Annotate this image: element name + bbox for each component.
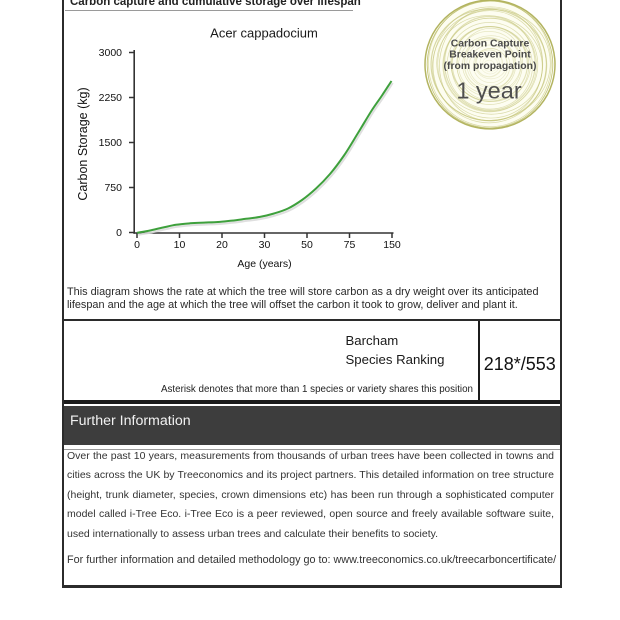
svg-text:0: 0 (116, 227, 122, 239)
svg-text:2250: 2250 (99, 92, 123, 104)
svg-text:10: 10 (174, 239, 186, 251)
svg-text:30: 30 (259, 239, 271, 251)
svg-text:Acer cappadocium: Acer cappadocium (210, 26, 318, 41)
svg-text:0: 0 (134, 239, 140, 251)
svg-text:(from propagation): (from propagation) (444, 61, 537, 72)
svg-text:20: 20 (216, 239, 228, 251)
svg-text:750: 750 (104, 182, 122, 194)
svg-text:Carbon Storage (kg): Carbon Storage (kg) (76, 87, 90, 200)
svg-text:3000: 3000 (99, 47, 123, 59)
svg-text:1 year: 1 year (456, 78, 521, 104)
svg-text:75: 75 (344, 239, 356, 251)
svg-text:Age (years): Age (years) (237, 258, 291, 270)
svg-text:50: 50 (301, 239, 313, 251)
svg-text:Breakeven Point: Breakeven Point (449, 50, 531, 61)
svg-text:150: 150 (383, 239, 401, 251)
svg-text:1500: 1500 (99, 137, 123, 149)
svg-text:Carbon Capture: Carbon Capture (451, 38, 530, 49)
